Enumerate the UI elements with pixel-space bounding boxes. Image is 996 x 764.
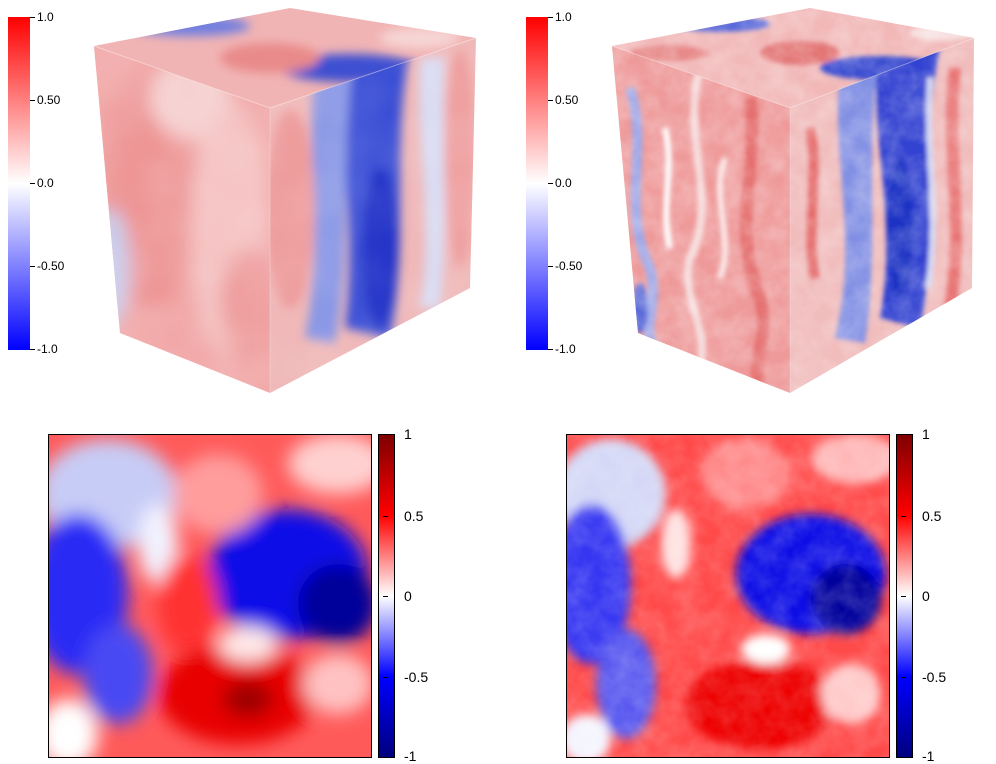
colorbar-tick [548,266,553,267]
colorbar-tick-label: -0.50 [555,259,583,273]
colorbar-tick [901,677,906,678]
colorbar-tick-label: 0.0 [555,176,572,190]
colorbar-tick [548,100,553,101]
colorbar-tick-label: 0.5 [922,508,942,524]
colorbar-tick-label: 1.0 [555,10,572,24]
slice-heatmap [48,434,372,758]
colorbar-tick-label: -1.0 [37,342,58,356]
colorbar-tick [30,349,35,350]
colorbar-tick [548,183,553,184]
top-left-cube-panel: 1.0 0.50 0.0 -0.50 -1.0 [0,0,490,400]
colorbar-tick-label: -1.0 [555,342,576,356]
colorbar-tick [30,183,35,184]
colorbar-tick-label: -0.5 [922,669,947,685]
colorbar-tick-label: 0.50 [37,93,61,107]
colorbar-tick-label: 1.0 [37,10,54,24]
colorbar-tick [901,596,906,597]
colorbar-tick-label: 1 [404,426,412,442]
colorbar-tick [383,516,388,517]
colorbar-tick [30,100,35,101]
colorbar-tick [30,266,35,267]
turbulence-cube [93,8,477,393]
colorbar-tick-label: 0 [922,588,930,604]
colorbar-tick-label: -1 [404,748,417,764]
bottom-left-slice-panel: 1 0.5 0 -0.5 -1 [0,420,500,763]
colorbar-tick-label: 1 [922,426,930,442]
colorbar-tick-label: 0 [404,588,412,604]
colorbar-tick-label: -0.50 [37,259,65,273]
slice-heatmap [566,434,890,758]
colorbar-tick [548,349,553,350]
turbulence-cube [611,8,975,393]
colorbar-tick-label: -0.5 [404,669,429,685]
colorbar-tick [383,596,388,597]
colorbar-tick-label: 0.0 [37,176,54,190]
colorbar-tick [901,516,906,517]
colorbar-tick [548,17,553,18]
top-right-cube-panel: 1.0 0.50 0.0 -0.50 -1.0 [518,0,996,400]
bottom-right-slice-panel: 1 0.5 0 -0.5 -1 [518,420,996,763]
colorbar-tick-label: -1 [922,748,935,764]
colorbar-tick [30,17,35,18]
colorbar-tick-label: 0.50 [555,93,579,107]
colorbar-tick-label: 0.5 [404,508,424,524]
colorbar-tick [383,677,388,678]
colorbar [8,17,30,350]
colorbar [526,17,548,350]
